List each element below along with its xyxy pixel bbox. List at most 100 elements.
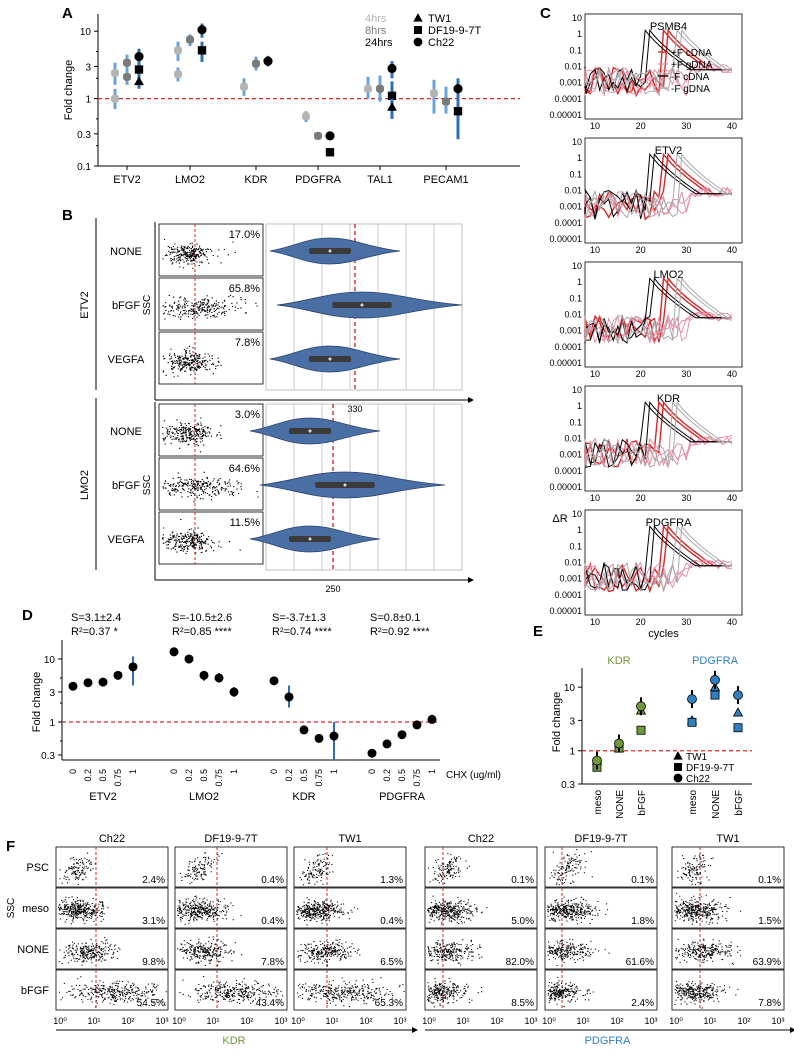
b-ssc-label: SSC	[142, 295, 153, 316]
a-xtick-label: TAL1	[367, 174, 392, 186]
c-curve	[584, 153, 732, 218]
d-point	[83, 678, 93, 688]
f-percent: 0.4%	[261, 916, 284, 927]
a-point	[314, 131, 322, 140]
d-dose-label: 0.5	[397, 769, 407, 782]
f-xtick-label: 10³	[393, 1016, 406, 1026]
f-xtick-label: 10³	[771, 1016, 784, 1026]
c-xtick-label: 40	[727, 121, 737, 131]
f-percent: 2.4%	[631, 998, 654, 1009]
c-xtick-label: 30	[681, 121, 691, 131]
c-ytick-label: 0.00001	[549, 358, 582, 368]
c-ytick-label: 0.01	[564, 186, 582, 196]
c-ytick-label: 0.00001	[549, 110, 582, 120]
d-ytick-label: 3	[49, 688, 55, 699]
d-dose-label: 1	[229, 769, 239, 774]
f-xtick-label: 10³	[155, 1016, 168, 1026]
panel-label-c: C	[540, 5, 551, 22]
a-point	[186, 35, 194, 44]
a-point	[442, 97, 450, 106]
f-dots	[427, 895, 488, 925]
d-group-label: KDR	[292, 791, 315, 803]
c-legend-label: +F cDNA	[671, 48, 712, 59]
d-ytick-label: 1	[49, 718, 55, 729]
f-percent: 5.0%	[511, 916, 534, 927]
e-point	[687, 694, 697, 704]
c-ytick-label: 0.0001	[554, 466, 582, 476]
f-xtick-label: 10²	[121, 1016, 134, 1026]
c-xtick-label: 30	[681, 617, 691, 627]
a-time-legend: 4hrs	[365, 13, 387, 25]
c-ytick-label: 0.001	[559, 326, 582, 336]
c-gene-title: PDGFRA	[646, 517, 693, 529]
e-xtick-label: NONE	[711, 790, 722, 819]
f-marker-label: PDGFRA	[585, 1035, 632, 1047]
c-ytick-label: 0.0001	[554, 94, 582, 104]
c-xtick-label: 10	[590, 369, 600, 379]
b-dot-box	[158, 223, 264, 277]
a-ytick-label: 0.1	[77, 162, 91, 173]
a-ytick-label: 10	[80, 27, 92, 38]
e-point	[636, 725, 646, 735]
d-point	[98, 677, 108, 687]
c-ylabel: ΔR	[552, 513, 567, 525]
f-xtick-label: 10⁰	[422, 1016, 436, 1026]
f-percent: 1.3%	[380, 875, 403, 886]
f-ylabel: SSC	[6, 898, 17, 919]
d-dose-label: 0.5	[98, 769, 108, 782]
f-xtick-label: 10⁰	[172, 1016, 186, 1026]
f-xtick-label: 10¹	[576, 1016, 589, 1026]
d-point	[128, 662, 138, 672]
b-violin-median	[328, 249, 332, 253]
e-legend-label: DF19-9-7T	[686, 763, 734, 774]
c-ytick-label: 10	[572, 13, 582, 23]
d-dose-label: 1	[329, 769, 339, 774]
f-dots	[549, 849, 593, 886]
d-point	[427, 714, 437, 724]
a-legend-marker	[413, 13, 423, 22]
f-plot-box	[424, 928, 538, 970]
f-xtick-label: 10²	[240, 1016, 253, 1026]
a-point	[197, 46, 207, 55]
c-xtick-label: 40	[727, 369, 737, 379]
c-ytick-label: 0.001	[559, 450, 582, 460]
c-curve	[584, 559, 733, 593]
d-group-label: PDGFRA	[379, 791, 426, 803]
c-frame	[584, 13, 743, 120]
panel-label-b: B	[62, 207, 73, 224]
f-percent: 6.5%	[380, 957, 403, 968]
c-xlabel: cycles	[648, 628, 679, 640]
b-violin-median	[308, 537, 312, 541]
d-point	[299, 725, 309, 735]
c-ytick-label: 0.1	[569, 45, 582, 55]
c-ytick-label: 10	[572, 261, 582, 271]
f-plot-box	[671, 969, 785, 1011]
b-ssc-label: SSC	[142, 475, 153, 496]
a-ylabel: Fold change	[63, 60, 75, 121]
a-legend-marker	[413, 37, 423, 47]
c-legend-label: -F cDNA	[671, 72, 710, 83]
f-xtick-label: 10¹	[87, 1016, 100, 1026]
f-dots	[547, 938, 610, 966]
f-percent: 0.1%	[631, 875, 654, 886]
f-dots	[427, 977, 483, 1008]
a-time-legend: 8hrs	[365, 25, 387, 37]
f-xtick-label: 10¹	[325, 1016, 338, 1026]
f-dots	[179, 852, 223, 885]
e-point	[687, 717, 697, 727]
f-dots	[177, 895, 242, 925]
d-dose-label: 0.2	[184, 769, 194, 782]
a-point	[252, 59, 260, 68]
d-stat-slope: S=-3.7±1.3	[272, 612, 326, 624]
d-point	[68, 681, 78, 691]
c-xtick-label: 10	[590, 245, 600, 255]
d-point	[329, 731, 339, 741]
f-xtick-label: 10²	[610, 1016, 623, 1026]
b-axis-arrow	[468, 577, 474, 583]
c-curve	[584, 525, 732, 592]
a-point	[376, 84, 384, 93]
f-percent: 0.1%	[758, 875, 781, 886]
panel-label-f: F	[6, 838, 15, 855]
e-ytick-label: 0.3	[561, 780, 575, 791]
